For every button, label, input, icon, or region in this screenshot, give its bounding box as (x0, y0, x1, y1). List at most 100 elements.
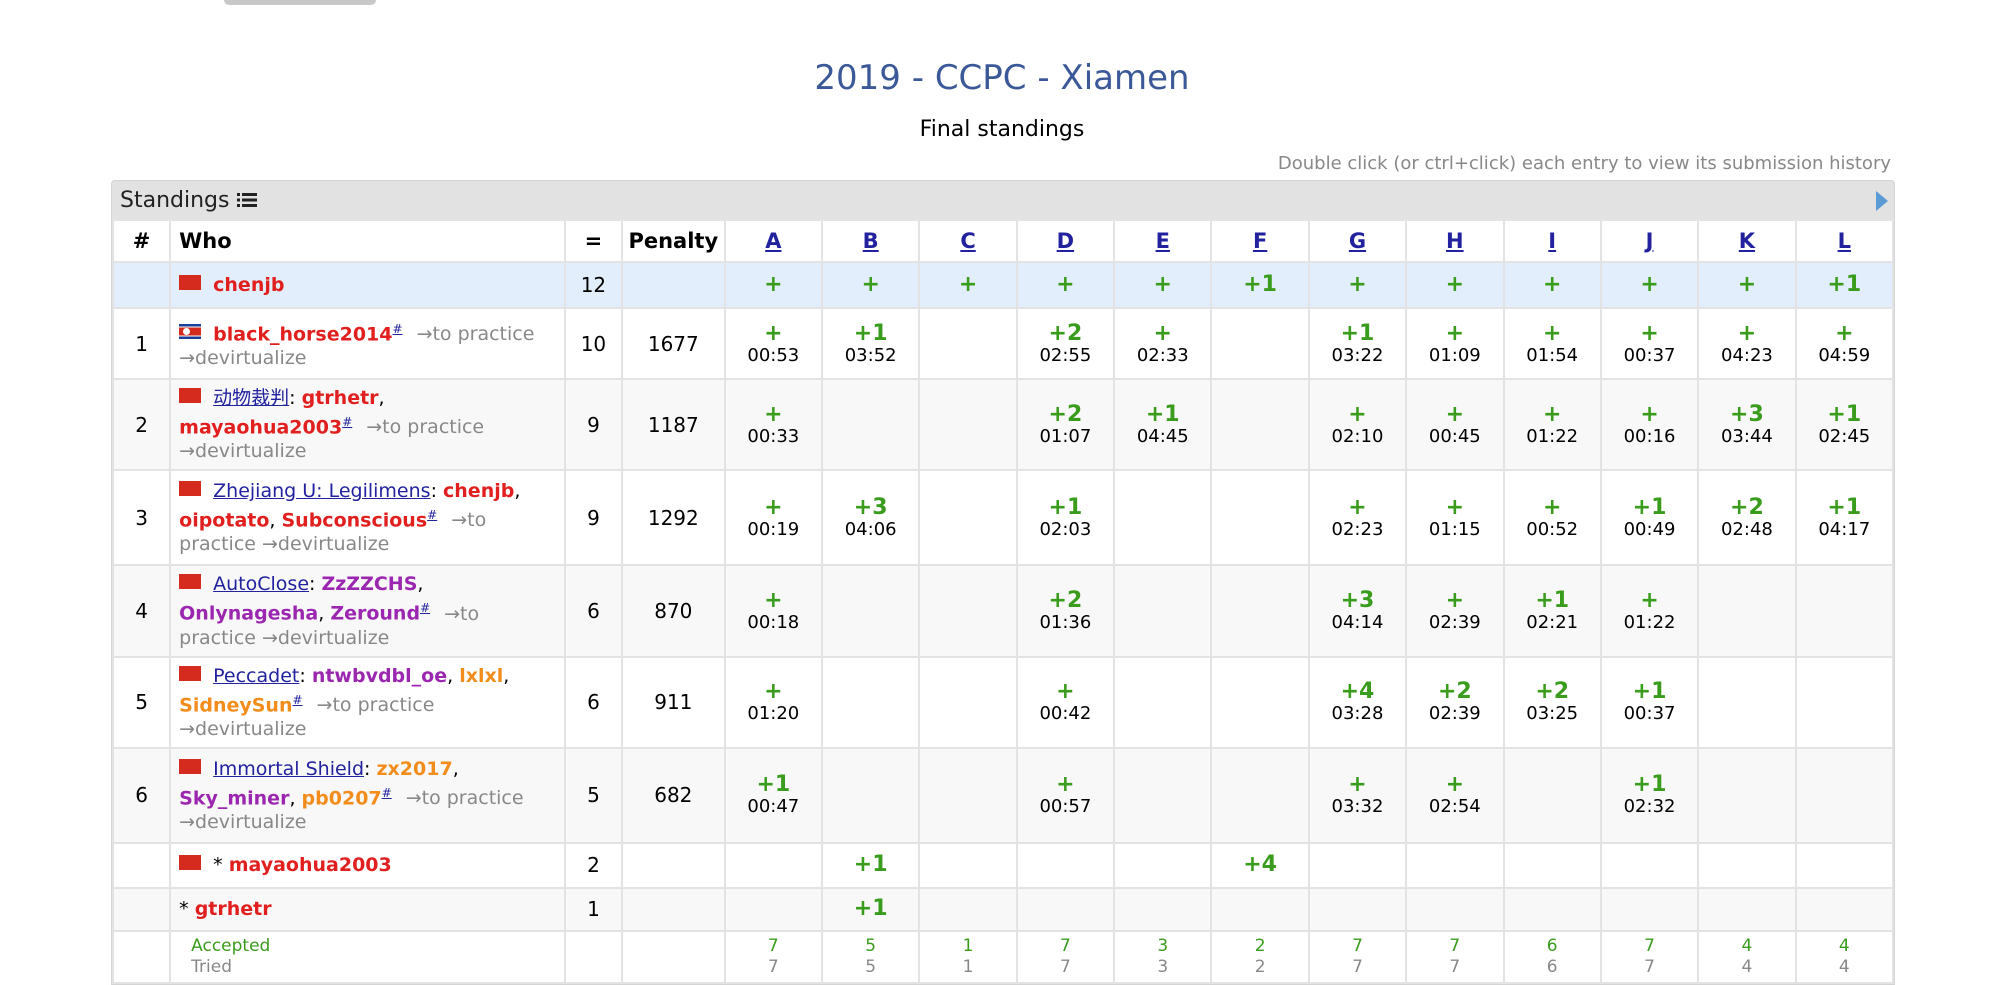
participant-link[interactable]: ntwbvdbl_oe (311, 664, 448, 687)
problem-cell-c[interactable] (918, 886, 1018, 932)
problem-cell-c[interactable] (918, 841, 1018, 889)
table-row[interactable]: 5 Peccadet: ntwbvdbl_oe, lxlxl, SidneySun… (111, 655, 1895, 749)
problem-cell-c[interactable] (918, 746, 1018, 844)
problem-cell-i[interactable] (1502, 886, 1602, 932)
history-link[interactable]: # (427, 508, 438, 523)
problem-cell-f[interactable] (1210, 886, 1310, 932)
participant-link[interactable]: zx2017 (376, 757, 453, 780)
problem-cell-a[interactable]: +00:19 (723, 469, 824, 567)
problem-link-d[interactable]: D (1056, 229, 1075, 253)
participant-link[interactable]: chenjb (213, 274, 285, 296)
table-row[interactable]: 1 black_horse2014# →to practice →devirtual… (111, 307, 1895, 380)
history-link[interactable]: # (392, 321, 403, 336)
problem-cell-i[interactable]: +00:52 (1502, 469, 1602, 567)
to-practice-link[interactable]: →to practice (366, 416, 485, 439)
problem-cell-j[interactable]: +01:22 (1599, 564, 1700, 658)
to-practice-link[interactable]: →to practice (416, 323, 535, 346)
problem-link-i[interactable]: I (1548, 229, 1557, 253)
problem-link-h[interactable]: H (1446, 229, 1464, 253)
participant-link[interactable]: Subconscious (281, 509, 428, 532)
problem-cell-g[interactable] (1307, 841, 1408, 889)
problem-cell-d[interactable] (1015, 886, 1116, 932)
table-row[interactable]: chenjb 12 + + + + + +1 + + + + + +1 (111, 261, 1895, 309)
problem-cell-f[interactable] (1210, 746, 1310, 844)
devirtualize-link[interactable]: →devirtualize (179, 347, 307, 370)
problem-cell-k[interactable]: +2 02:48 (1697, 469, 1797, 567)
problem-cell-d[interactable]: +2 02:55 (1015, 307, 1116, 380)
to-practice-link[interactable]: →to practice (405, 787, 524, 810)
problem-cell-e[interactable] (1113, 655, 1213, 749)
history-link[interactable]: # (381, 785, 392, 800)
problem-cell-h[interactable]: +02:54 (1405, 746, 1505, 844)
problem-cell-d[interactable]: +1 02:03 (1015, 469, 1116, 567)
problem-cell-k[interactable]: +04:23 (1697, 307, 1797, 380)
problem-cell-i[interactable]: +01:22 (1502, 377, 1602, 472)
problem-cell-l[interactable] (1794, 841, 1895, 889)
problem-link-a[interactable]: A (765, 229, 782, 253)
table-row[interactable]: 4 AutoClose: ZzZZCHS, Onlynagesha, Zeroun… (111, 564, 1895, 658)
problem-cell-e[interactable]: + (1113, 261, 1213, 309)
problem-cell-l[interactable]: +1 (1794, 261, 1895, 309)
expand-arrow-icon[interactable] (1876, 191, 1888, 211)
problem-cell-d[interactable]: +2 01:07 (1015, 377, 1116, 472)
table-row[interactable]: * mayaohua2003 2 +1 +4 (111, 841, 1895, 889)
problem-cell-e[interactable] (1113, 886, 1213, 932)
table-row[interactable]: 3 Zhejiang U: Legilimens: chenjb, oipotat… (111, 469, 1895, 567)
participant-link[interactable]: black_horse2014 (213, 323, 393, 346)
problem-cell-d[interactable]: + (1015, 261, 1116, 309)
history-link[interactable]: # (292, 692, 303, 707)
problem-cell-b[interactable] (820, 746, 921, 844)
devirtualize-link[interactable]: →devirtualize (262, 533, 390, 556)
participant-link[interactable]: mayaohua2003 (228, 854, 392, 877)
problem-cell-l[interactable] (1794, 655, 1895, 749)
team-link[interactable]: Immortal Shield (213, 757, 365, 780)
problem-cell-k[interactable] (1697, 746, 1797, 844)
problem-link-b[interactable]: B (862, 229, 879, 253)
problem-link-j[interactable]: J (1645, 229, 1654, 253)
problem-cell-f[interactable]: +4 (1210, 841, 1310, 889)
problem-cell-d[interactable]: +00:57 (1015, 746, 1116, 844)
participant-link[interactable]: Zeround (330, 602, 421, 625)
problem-cell-c[interactable] (918, 377, 1018, 472)
problem-cell-h[interactable]: +01:09 (1405, 307, 1505, 380)
problem-link-f[interactable]: F (1252, 229, 1268, 253)
problem-cell-h[interactable]: + (1405, 261, 1505, 309)
problem-cell-k[interactable] (1697, 841, 1797, 889)
top-tab[interactable] (224, 0, 376, 5)
problem-cell-e[interactable] (1113, 564, 1213, 658)
problem-cell-l[interactable]: +04:59 (1794, 307, 1895, 380)
to-practice-link[interactable]: →to practice (179, 509, 487, 556)
devirtualize-link[interactable]: →devirtualize (179, 717, 307, 740)
problem-cell-h[interactable]: +02:39 (1405, 564, 1505, 658)
table-row[interactable]: 6 Immortal Shield: zx2017, Sky_miner, pb0… (111, 746, 1895, 844)
problem-cell-f[interactable] (1210, 469, 1310, 567)
problem-link-c[interactable]: C (960, 229, 976, 253)
problem-cell-b[interactable]: + (820, 261, 921, 309)
problem-cell-d[interactable]: +2 01:36 (1015, 564, 1116, 658)
problem-cell-g[interactable]: + (1307, 261, 1408, 309)
problem-cell-j[interactable]: +1 02:32 (1599, 746, 1700, 844)
problem-cell-l[interactable]: +1 02:45 (1794, 377, 1895, 472)
participant-link[interactable]: gtrhetr (194, 898, 272, 921)
problem-link-g[interactable]: G (1348, 229, 1367, 253)
problem-cell-c[interactable] (918, 307, 1018, 380)
problem-cell-k[interactable] (1697, 886, 1797, 932)
problem-cell-f[interactable] (1210, 307, 1310, 380)
problem-cell-j[interactable] (1599, 886, 1700, 932)
problem-cell-g[interactable] (1307, 886, 1408, 932)
problem-cell-j[interactable]: +1 00:37 (1599, 655, 1700, 749)
problem-cell-a[interactable]: +1 00:47 (723, 746, 824, 844)
problem-cell-a[interactable]: +00:33 (723, 377, 824, 472)
problem-cell-l[interactable] (1794, 746, 1895, 844)
problem-cell-i[interactable]: +1 02:21 (1502, 564, 1602, 658)
problem-cell-b[interactable] (820, 377, 921, 472)
list-icon[interactable] (237, 192, 258, 208)
problem-cell-a[interactable]: +01:20 (723, 655, 824, 749)
problem-cell-l[interactable] (1794, 564, 1895, 658)
problem-cell-c[interactable] (918, 655, 1018, 749)
problem-cell-e[interactable] (1113, 841, 1213, 889)
participant-link[interactable]: Sky_miner (179, 787, 290, 810)
problem-cell-h[interactable]: +01:15 (1405, 469, 1505, 567)
problem-cell-i[interactable]: +01:54 (1502, 307, 1602, 380)
problem-cell-e[interactable]: +02:33 (1113, 307, 1213, 380)
